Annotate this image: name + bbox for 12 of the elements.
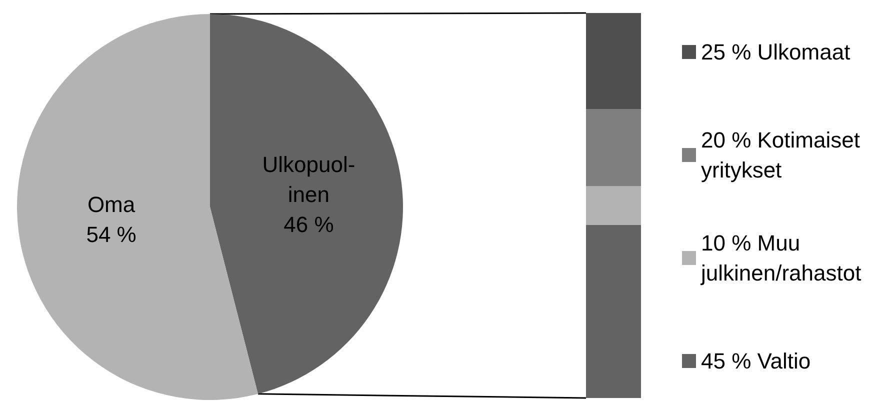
bar [586, 186, 641, 225]
data-label: 46 % [284, 212, 334, 238]
legend-label: 45 % Valtio [701, 348, 811, 374]
slice-label: Oma [87, 192, 136, 217]
slice-label: Ulkopuol- inen [262, 152, 356, 208]
legend-label: 25 % Ulkomaat [701, 40, 850, 64]
legend-label: 20 % Kotimaiset yritykset [701, 128, 860, 182]
legend-label: 10 % Muu julkinen/rahastot [700, 230, 862, 286]
bar [586, 13, 641, 110]
bar [586, 224, 641, 398]
bar [586, 109, 641, 186]
data-label: 54 % [86, 222, 136, 247]
